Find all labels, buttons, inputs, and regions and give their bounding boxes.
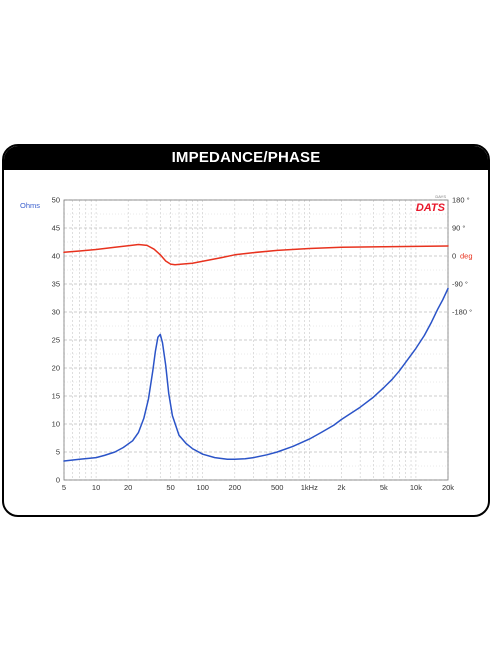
x-tick-label: 10: [92, 483, 100, 492]
dats-logo: DATS: [416, 202, 446, 214]
x-tick-label: 50: [166, 483, 174, 492]
x-tick-label: 100: [196, 483, 209, 492]
y-tick-label-phase: 0: [452, 252, 456, 261]
x-tick-label: 5: [62, 483, 66, 492]
x-tick-label: 500: [271, 483, 284, 492]
y-tick-label-ohms: 5: [56, 448, 60, 457]
x-tick-label: 20k: [442, 483, 454, 492]
x-tick-label: 2k: [337, 483, 345, 492]
title-bar: [4, 146, 488, 170]
y-tick-label-ohms: 45: [52, 224, 60, 233]
plot-border: [63, 199, 449, 481]
dats-logo-small: DAYS: [435, 194, 446, 199]
y-tick-label-ohms: 25: [52, 336, 60, 345]
y-tick-label-ohms: 35: [52, 280, 60, 289]
y-tick-label-phase: 90 °: [452, 224, 465, 233]
x-tick-label: 5k: [380, 483, 388, 492]
y-tick-label-ohms: 10: [52, 420, 60, 429]
y-tick-label-ohms: 50: [52, 196, 60, 205]
y-tick-label-ohms: 20: [52, 364, 60, 373]
y-tick-label-ohms: 40: [52, 252, 60, 261]
y-tick-label-ohms: 15: [52, 392, 60, 401]
y-tick-label-phase: -90 °: [452, 280, 468, 289]
x-tick-label: 200: [229, 483, 242, 492]
y-tick-label-phase: 180 °: [452, 196, 470, 205]
y-tick-label-ohms: 30: [52, 308, 60, 317]
x-tick-label: 20: [124, 483, 132, 492]
y-tick-label-phase: -180 °: [452, 308, 472, 317]
phase-curve: [63, 243, 449, 266]
x-tick-label: 10k: [410, 483, 422, 492]
y-tick-label-ohms: 0: [56, 476, 60, 485]
y-axis-label-phase: deg: [460, 252, 473, 261]
chart-panel: IMPEDANCE/PHASE 0 5 10 15 20 25 30 35 40 45 50 Ohms…: [2, 144, 490, 517]
x-tick-label: 1kHz: [301, 483, 318, 492]
y-axis-label-ohms: Ohms: [20, 201, 40, 210]
chart-title: IMPEDANCE/PHASE: [171, 149, 321, 166]
impedance-curve: [63, 287, 449, 462]
